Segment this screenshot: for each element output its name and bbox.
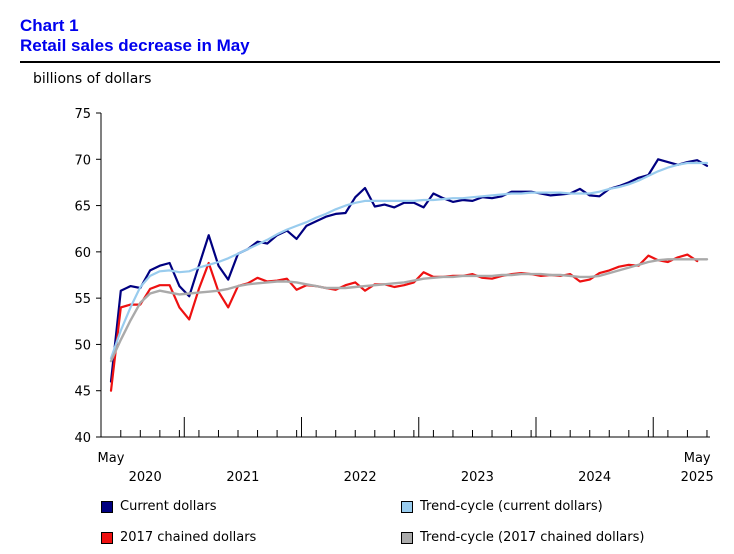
y-tick-label: 65: [74, 200, 91, 215]
y-tick-label: 75: [74, 107, 91, 122]
x-year-label: 2022: [344, 470, 377, 485]
legend-swatch: [101, 531, 113, 544]
y-tick-label: 70: [74, 153, 91, 168]
y-tick-label: 45: [74, 385, 91, 400]
legend-swatch: [101, 500, 113, 513]
chart-header: Chart 1 Retail sales decrease in May: [20, 16, 250, 56]
y-tick-label: 55: [74, 292, 91, 307]
y-tick-label: 50: [74, 338, 91, 353]
title-divider: [20, 61, 720, 63]
legend-item-trend-current: Trend-cycle (current dollars): [401, 499, 603, 514]
y-tick-label: 40: [74, 431, 91, 446]
x-year-label: 2025: [681, 470, 714, 485]
legend-swatch: [401, 500, 413, 513]
legend-label: Trend-cycle (2017 chained dollars): [420, 530, 645, 545]
x-year-label: 2021: [226, 470, 259, 485]
x-year-label: 2023: [461, 470, 494, 485]
chart-title: Retail sales decrease in May: [20, 36, 250, 55]
y-axis-label: billions of dollars: [33, 71, 152, 87]
legend-item-current-dollars: Current dollars: [101, 499, 216, 514]
chart-number: Chart 1: [20, 16, 79, 35]
legend-label: 2017 chained dollars: [120, 530, 257, 545]
legend-item-trend-chained: Trend-cycle (2017 chained dollars): [401, 530, 644, 545]
series-line-trend-cycle-current-dollars: [109, 161, 709, 360]
x-year-label: 2020: [129, 470, 162, 485]
x-month-label: May: [684, 451, 711, 466]
legend-label: Trend-cycle (current dollars): [420, 499, 603, 514]
legend-swatch: [401, 531, 413, 544]
x-month-label: May: [98, 451, 125, 466]
legend-label: Current dollars: [120, 499, 217, 514]
legend-item-chained-dollars: 2017 chained dollars: [101, 530, 256, 545]
series-line-2017-chained-dollars: [109, 253, 699, 392]
series-line-trend-cycle-2017-chained-dollars: [109, 258, 709, 363]
y-tick-label: 60: [74, 246, 91, 261]
x-year-label: 2024: [578, 470, 611, 485]
